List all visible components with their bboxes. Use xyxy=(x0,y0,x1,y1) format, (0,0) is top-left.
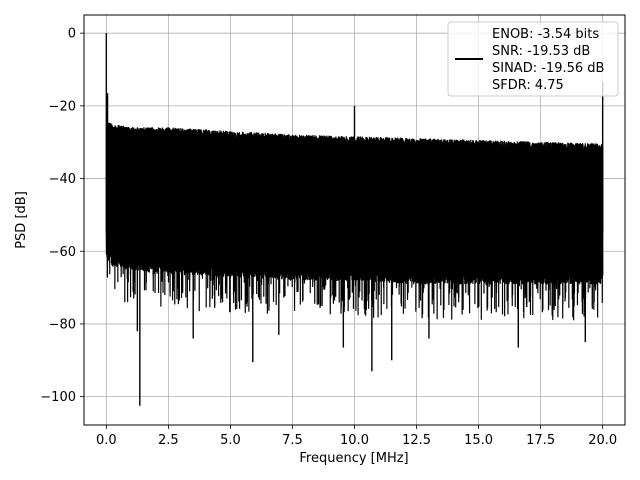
y-tick-label: −80 xyxy=(49,317,76,332)
y-tick-label: −100 xyxy=(40,390,76,405)
y-axis-label: PSD [dB] xyxy=(14,191,29,249)
x-axis-label: Frequency [MHz] xyxy=(299,451,408,466)
y-tick-label: −60 xyxy=(49,245,76,260)
legend-snr: SNR: -19.53 dB xyxy=(492,44,590,59)
x-tick-label: 5.0 xyxy=(220,433,241,448)
x-tick-label: 10.0 xyxy=(340,433,369,448)
y-tick-label: 0 xyxy=(68,27,76,42)
x-tick-label: 2.5 xyxy=(158,433,179,448)
x-axis-ticks: 0.0 2.5 5.0 7.5 10.0 12.5 15.0 17.5 20.0 xyxy=(96,425,617,448)
x-tick-label: 17.5 xyxy=(526,433,555,448)
x-tick-label: 12.5 xyxy=(402,433,431,448)
legend-sfdr: SFDR: 4.75 xyxy=(492,78,564,93)
y-tick-label: −20 xyxy=(49,99,76,114)
y-axis-ticks: 0 −20 −40 −60 −80 −100 xyxy=(40,27,84,405)
legend-box xyxy=(447,21,619,97)
legend-enob: ENOB: -3.54 bits xyxy=(492,27,599,42)
x-tick-label: 0.0 xyxy=(96,433,117,448)
x-tick-label: 7.5 xyxy=(282,433,303,448)
y-tick-label: −40 xyxy=(49,172,76,187)
legend-sinad: SINAD: -19.56 dB xyxy=(492,61,604,76)
legend: ENOB: -3.54 bits SNR: -19.53 dB SINAD: -… xyxy=(447,21,619,97)
x-tick-label: 15.0 xyxy=(464,433,493,448)
plot-series xyxy=(105,33,604,406)
x-tick-label: 20.0 xyxy=(588,433,617,448)
